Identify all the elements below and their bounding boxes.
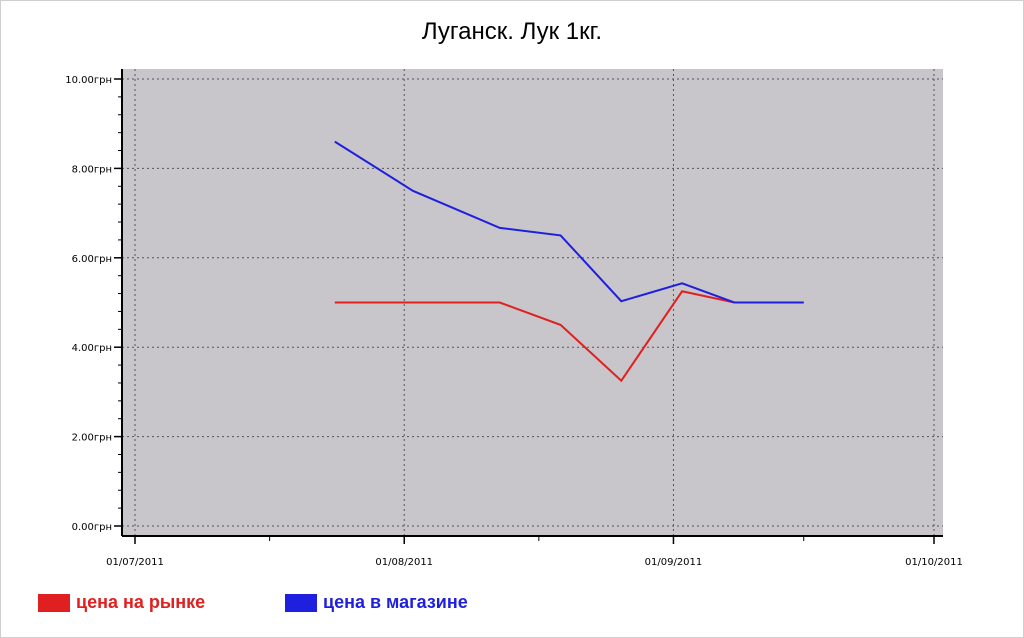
y-tick-label: 0.00грн — [72, 522, 112, 533]
y-tick-label: 6.00грн — [72, 254, 112, 265]
legend-label-store: цена в магазине — [323, 592, 468, 612]
legend-item-market: цена на рынке — [38, 592, 205, 613]
legend-swatch-market — [38, 593, 70, 612]
y-tick-label: 8.00грн — [72, 164, 112, 175]
plot-area — [122, 69, 943, 536]
x-tick-label: 01/10/2011 — [905, 557, 963, 568]
series-line-0 — [334, 290, 804, 383]
chart-title: Луганск. Лук 1кг. — [421, 18, 603, 45]
y-tick-label: 2.00грн — [72, 433, 112, 444]
series-line-1 — [334, 140, 804, 304]
legend-swatch-store — [285, 593, 317, 612]
legend-label-market: цена на рынке — [76, 592, 206, 612]
legend-item-store: цена в магазине — [285, 592, 468, 613]
x-tick-label: 01/09/2011 — [645, 557, 703, 568]
x-tick-label: 01/08/2011 — [375, 557, 433, 568]
y-tick-label: 10.00грн — [65, 75, 112, 86]
x-tick-label: 01/07/2011 — [106, 557, 164, 568]
y-tick-label: 4.00грн — [72, 343, 112, 354]
